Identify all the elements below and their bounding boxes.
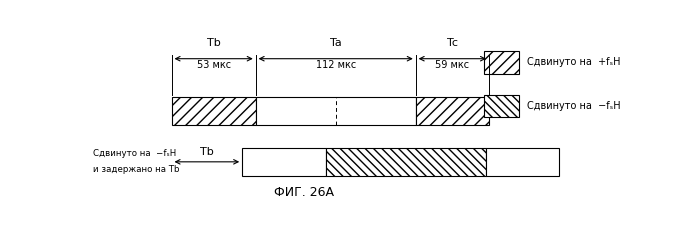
Bar bbox=[484, 94, 519, 117]
Text: 59 мкс: 59 мкс bbox=[435, 59, 470, 70]
Text: Tb: Tb bbox=[200, 147, 214, 157]
Text: и задержано на Tb: и задержано на Tb bbox=[93, 165, 179, 174]
Bar bbox=[484, 51, 519, 74]
Text: 53 мкс: 53 мкс bbox=[197, 59, 231, 70]
Bar bbox=[416, 97, 489, 125]
Text: Ta: Ta bbox=[330, 38, 342, 48]
Bar bbox=[242, 148, 326, 176]
Text: Сдвинуто на  +fₛH: Сдвинуто на +fₛH bbox=[527, 57, 620, 67]
Bar bbox=[486, 148, 559, 176]
Text: Tc: Tc bbox=[447, 38, 458, 48]
Bar bbox=[172, 97, 256, 125]
Text: Сдвинуто на  −fₛH: Сдвинуто на −fₛH bbox=[93, 149, 176, 158]
Bar bbox=[256, 97, 416, 125]
Text: ФИГ. 26А: ФИГ. 26А bbox=[274, 185, 335, 199]
Text: Tb: Tb bbox=[206, 38, 220, 48]
Bar bbox=[326, 148, 486, 176]
Text: 112 мкс: 112 мкс bbox=[316, 59, 356, 70]
Text: Сдвинуто на  −fₛH: Сдвинуто на −fₛH bbox=[527, 101, 620, 111]
